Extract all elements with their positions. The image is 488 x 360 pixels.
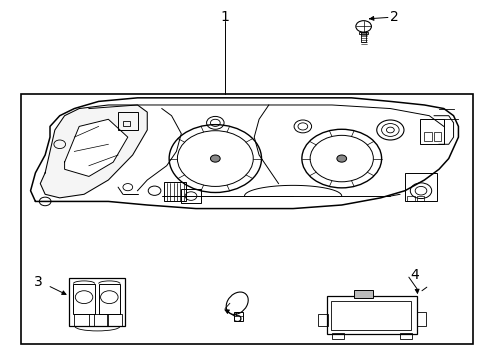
Bar bbox=[318, 314, 327, 327]
Bar bbox=[407, 196, 414, 202]
Bar bbox=[69, 278, 125, 327]
Bar bbox=[433, 132, 441, 141]
Bar bbox=[361, 32, 366, 42]
Bar bbox=[404, 173, 436, 202]
Bar bbox=[164, 182, 186, 202]
Bar bbox=[416, 312, 425, 327]
Bar bbox=[416, 196, 424, 202]
Bar bbox=[353, 290, 372, 298]
Bar bbox=[74, 314, 89, 327]
Bar bbox=[326, 296, 416, 334]
Bar bbox=[399, 333, 411, 339]
Bar bbox=[21, 94, 472, 344]
Text: 1: 1 bbox=[220, 10, 229, 24]
Bar bbox=[94, 314, 108, 327]
Bar bbox=[73, 284, 95, 314]
Bar bbox=[424, 132, 431, 141]
Bar bbox=[122, 121, 130, 126]
Bar bbox=[419, 119, 443, 144]
Circle shape bbox=[210, 155, 220, 162]
Text: 5: 5 bbox=[234, 311, 243, 324]
Bar bbox=[331, 333, 344, 339]
Polygon shape bbox=[64, 119, 127, 176]
Bar bbox=[107, 314, 122, 327]
Bar bbox=[181, 189, 201, 203]
Polygon shape bbox=[30, 98, 458, 208]
Circle shape bbox=[336, 155, 346, 162]
Bar bbox=[233, 312, 242, 321]
Bar bbox=[359, 32, 367, 33]
Bar bbox=[330, 301, 410, 330]
Text: 3: 3 bbox=[34, 275, 42, 289]
Polygon shape bbox=[40, 105, 147, 198]
Text: 2: 2 bbox=[389, 10, 398, 24]
Bar bbox=[118, 112, 137, 130]
Text: 4: 4 bbox=[409, 268, 418, 282]
Bar bbox=[99, 284, 120, 314]
